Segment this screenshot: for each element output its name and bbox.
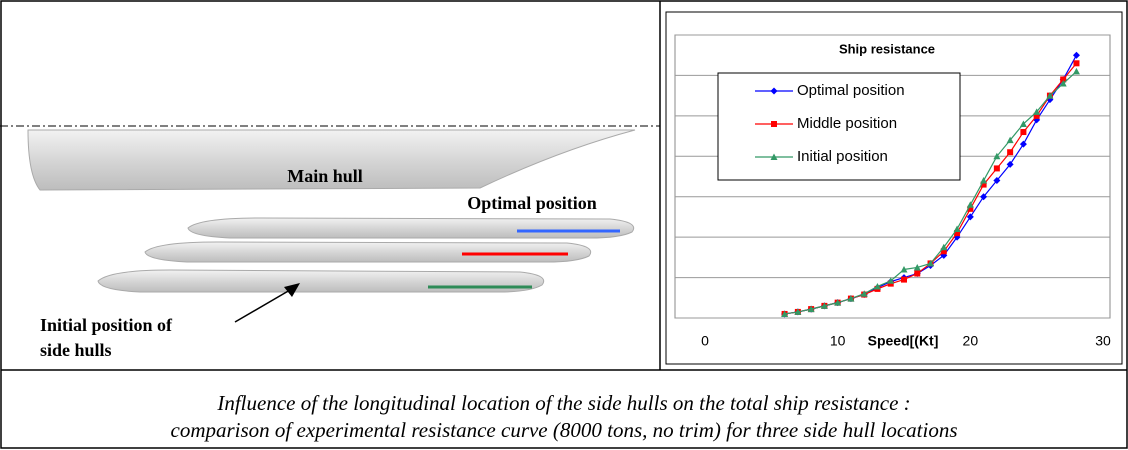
arrow [235,290,290,322]
side-hull [98,270,544,292]
marker [1073,68,1080,75]
caption: comparison of experimental resistance cu… [171,418,958,442]
initial-label: side hulls [40,340,112,360]
side-hull [188,218,634,238]
x-tick-label: 30 [1095,333,1111,349]
chart-title: Ship resistance [839,41,935,56]
hull-diagram: Main hull Optimal position Initial posit… [0,126,660,360]
marker [994,165,1000,171]
marker [1020,141,1027,148]
legend-label: Initial position [797,148,888,165]
legend-label: Optimal position [797,82,905,99]
figure: Main hull Optimal position Initial posit… [0,0,1128,450]
optimal-label: Optimal position [467,193,597,213]
main-hull-label: Main hull [287,166,363,186]
initial-label: Initial position of [40,315,173,335]
x-axis-label: Speed[(Kt] [868,333,939,349]
legend-label: Middle position [797,115,897,132]
marker [914,271,920,277]
marker [901,277,907,283]
x-tick-label: 10 [830,333,846,349]
marker [980,177,987,184]
x-tick-label: 20 [963,333,979,349]
marker [1073,60,1079,66]
caption: Influence of the longitudinal location o… [216,391,910,415]
marker [1007,149,1013,155]
marker [771,121,777,127]
marker [1073,52,1080,59]
marker [1020,129,1026,135]
side-hull [145,242,591,262]
chart-frame [666,12,1122,364]
x-tick-label: 0 [701,333,709,349]
